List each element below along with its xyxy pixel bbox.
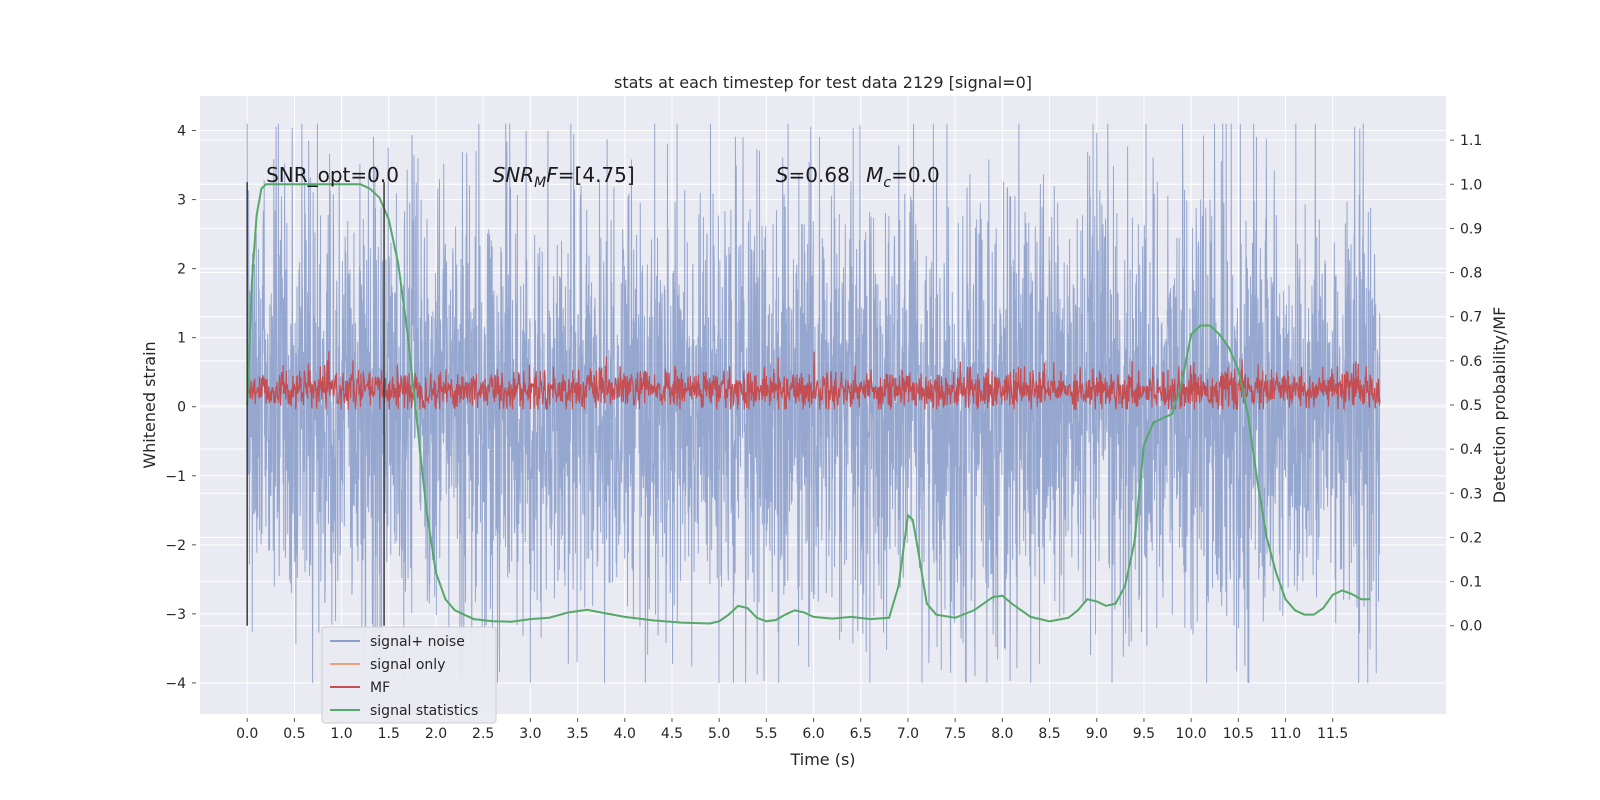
- x-tick-label: 3.0: [519, 726, 541, 742]
- x-tick-label: 10.5: [1223, 726, 1254, 742]
- y-right-tick-label: 1.1: [1460, 133, 1482, 149]
- series-layer: [246, 123, 1381, 683]
- x-tick-label: 0.5: [283, 726, 305, 742]
- y-left-tick-label: −2: [165, 538, 186, 554]
- y-left-tick-label: 2: [177, 262, 186, 278]
- x-tick-label: 7.5: [944, 726, 966, 742]
- x-tick-label: 11.5: [1317, 726, 1348, 742]
- x-tick-label: 3.5: [566, 726, 588, 742]
- annotation-s-mc: S=0.68 Mc=0.0: [776, 163, 940, 191]
- annotations: SNR_opt=0.0 SNRMF=[4.75] S=0.68 Mc=0.0: [266, 163, 940, 191]
- legend: signal+ noise signal only MF signal statist…: [321, 626, 497, 724]
- legend-label-0: signal+ noise: [370, 634, 465, 650]
- x-tick-label: 9.0: [1086, 726, 1108, 742]
- x-tick-label: 6.5: [850, 726, 872, 742]
- x-tick-label: 5.5: [755, 726, 777, 742]
- x-tick-label: 1.5: [378, 726, 400, 742]
- y-left-tick-label: −4: [165, 676, 186, 692]
- x-tick-label: 10.0: [1176, 726, 1207, 742]
- y-right-tick-label: 0.1: [1460, 575, 1482, 591]
- x-tick-label: 6.0: [802, 726, 824, 742]
- chart-title: stats at each timestep for test data 212…: [614, 73, 1032, 92]
- y-axis-label-right: Detection probability/MF: [1490, 307, 1509, 504]
- series-0-line: [246, 123, 1381, 683]
- y-right-tick-label: 0.4: [1460, 442, 1482, 458]
- x-tick-label: 9.5: [1133, 726, 1155, 742]
- y-left-tick-label: 4: [177, 124, 186, 140]
- x-tick-label: 8.5: [1038, 726, 1060, 742]
- tick-labels: 0.0 0.5 1.0 1.5 2.0 2.5 3.0 3.5 4.0 4.5 5.0 5.5 6.0 6…: [165, 124, 1482, 742]
- y-left-tick-label: −3: [165, 607, 186, 623]
- x-tick-label: 5.0: [708, 726, 730, 742]
- y-axis-label-left: Whitened strain: [140, 341, 159, 468]
- y-right-tick-label: 0.2: [1460, 530, 1482, 546]
- x-tick-label: 2.5: [472, 726, 494, 742]
- legend-label-2: MF: [370, 680, 390, 696]
- y-right-tick-label: 0.8: [1460, 266, 1482, 282]
- y-right-tick-label: 0.5: [1460, 398, 1482, 414]
- y-right-tick-label: 0.0: [1460, 619, 1482, 635]
- x-tick-label: 4.0: [614, 726, 636, 742]
- x-tick-label: 7.0: [897, 726, 919, 742]
- vertical-markers: [246, 182, 385, 626]
- annotation-snr-opt: SNR_opt=0.0: [266, 163, 399, 187]
- x-axis-label: Time (s): [789, 750, 855, 769]
- y-right-tick-label: 0.9: [1460, 221, 1482, 237]
- x-tick-label: 4.5: [661, 726, 683, 742]
- series-2-line: [246, 351, 1381, 411]
- x-tick-label: 1.0: [330, 726, 352, 742]
- legend-label-3: signal statistics: [370, 703, 478, 719]
- x-tick-label: 11.0: [1270, 726, 1301, 742]
- x-tick-label: 0.0: [236, 726, 258, 742]
- series-3-line: [246, 183, 1371, 625]
- y-right-tick-label: 0.3: [1460, 486, 1482, 502]
- y-left-tick-label: 3: [177, 193, 186, 209]
- y-right-tick-label: 0.7: [1460, 310, 1482, 326]
- legend-frame: [321, 626, 497, 724]
- x-tick-label: 8.0: [991, 726, 1013, 742]
- y-right-tick-label: 1.0: [1460, 177, 1482, 193]
- y-left-tick-label: 0: [177, 400, 186, 416]
- y-right-tick-label: 0.6: [1460, 354, 1482, 370]
- y-left-tick-label: 1: [177, 331, 186, 347]
- x-tick-label: 2.0: [425, 726, 447, 742]
- y-left-tick-label: −1: [165, 469, 186, 485]
- annotation-snr-mf: SNRMF=[4.75]: [493, 163, 635, 191]
- legend-label-1: signal only: [370, 657, 445, 673]
